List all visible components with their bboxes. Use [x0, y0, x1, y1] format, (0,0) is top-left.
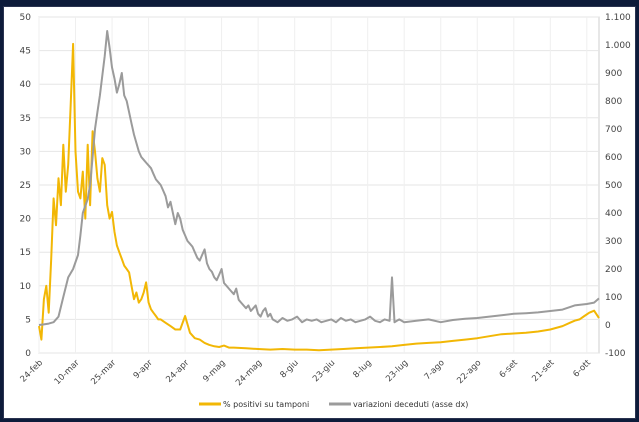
y-right-tick-label: 0 [605, 321, 611, 331]
y-left-tick-label: 25 [20, 181, 31, 191]
x-tick-label: 22-ago [455, 358, 483, 386]
x-tick-label: 6-set [498, 358, 521, 381]
y-right-tick-label: 1.000 [605, 41, 631, 51]
chart-panel: 0 5 10 15 20 25 30 35 40 45 50 -100 0 100 200 300 400 500… [3, 6, 636, 419]
x-tick-label: 23-giu [311, 358, 337, 384]
y-right-tick-label: 300 [605, 237, 622, 247]
y-left-tick-label: 20 [20, 215, 32, 225]
y-left-tick-label: 0 [25, 349, 31, 359]
x-tick-label: 23-lug [384, 358, 410, 384]
y-right-tick-label: 400 [605, 209, 622, 219]
y-left-tick-label: 5 [25, 315, 31, 325]
y-left-tick-label: 40 [20, 80, 32, 90]
y-left-tick-label: 30 [20, 147, 32, 157]
line-chart: 0 5 10 15 20 25 30 35 40 45 50 -100 0 100 200 300 400 500… [19, 13, 631, 409]
y-left-tick-label: 35 [20, 114, 31, 124]
legend-item-deceduti-label: variazioni deceduti (asse dx) [353, 400, 468, 409]
y-left-tick-label: 45 [20, 47, 31, 57]
y-right-tick-label: 600 [605, 153, 622, 163]
y-right-tick-label: 900 [605, 69, 622, 79]
legend-item-positivi-label: % positivi su tamponi [223, 400, 309, 409]
x-tick-label: 6-ott [571, 358, 593, 380]
x-tick-label: 8-lug [351, 358, 373, 380]
y-right-tick-label: 500 [605, 181, 622, 191]
x-tick-label: 24-feb [19, 358, 46, 385]
y-right-tick-label: 800 [605, 97, 622, 107]
x-tick-label: 9-mag [201, 358, 227, 384]
y-right-tick-label: 700 [605, 125, 622, 135]
series-line-positivi [38, 42, 600, 352]
x-tick-label: 7-ago [423, 358, 447, 382]
y-right-tick-label: 100 [605, 293, 622, 303]
y-left-tick-label: 15 [20, 248, 31, 258]
series-line-deceduti [38, 30, 600, 326]
x-tick-label: 25-mar [89, 358, 118, 387]
y-right-tick-label: 1.100 [605, 13, 631, 23]
y-left-tick-label: 50 [20, 13, 32, 23]
x-tick-label: 9-apr [132, 358, 155, 381]
y-right-tick-label: -100 [605, 349, 626, 359]
x-tick-label: 10-mar [53, 358, 82, 387]
y-right-tick-label: 200 [605, 265, 622, 275]
x-tick-label: 21-set [530, 358, 557, 385]
x-tick-label: 24-mag [234, 358, 264, 388]
y-left-tick-label: 10 [20, 282, 32, 292]
x-tick-label: 8-giu [278, 358, 300, 380]
x-tick-label: 24-apr [164, 358, 191, 385]
